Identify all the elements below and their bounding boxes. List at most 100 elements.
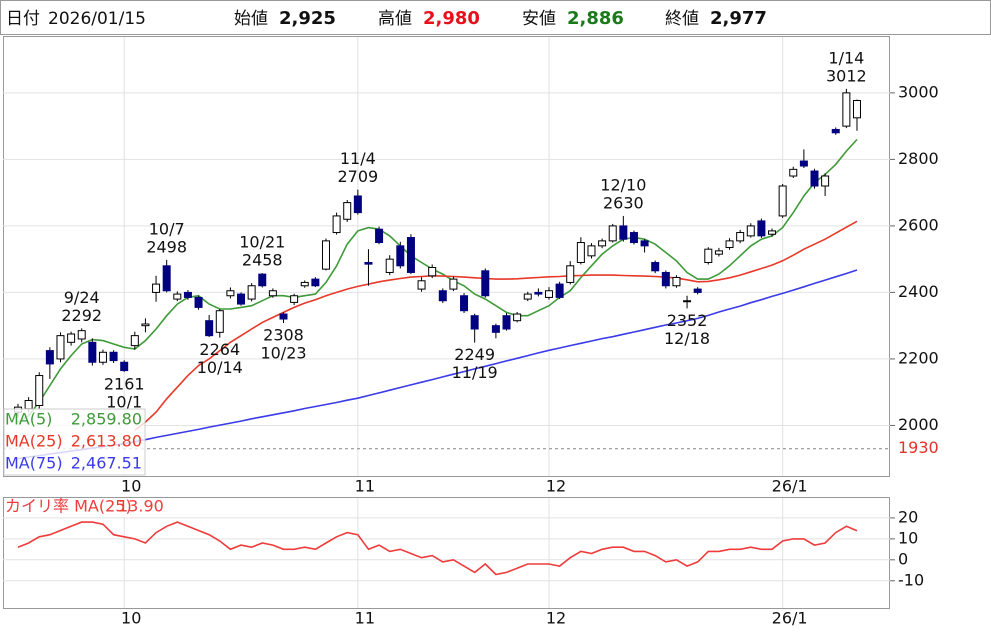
series-line — [17, 138, 858, 423]
candle-body — [438, 290, 447, 302]
y-tick-label: 2000 — [898, 415, 939, 434]
candle-body — [460, 295, 469, 312]
x-tick-label: 11 — [355, 609, 375, 628]
y-tick-label: 0 — [898, 549, 908, 568]
x-tick-label: 10 — [121, 477, 141, 496]
legend-name: MA(75) — [5, 454, 63, 473]
x-tick-label: 26/1 — [772, 609, 808, 628]
y-tick-label: 2200 — [898, 348, 939, 367]
candle-body — [45, 350, 54, 365]
annotation-date: 10/7 — [149, 219, 185, 238]
candle-body — [481, 270, 490, 297]
annotation-date: 9/24 — [64, 288, 100, 307]
header-high: 2,980 — [423, 8, 480, 29]
candle-body — [778, 185, 787, 217]
candle-body — [300, 281, 309, 287]
candle-body — [736, 232, 745, 242]
candle-body — [162, 265, 171, 292]
candle-body — [141, 323, 150, 327]
legend-name: MA(5) — [5, 410, 52, 429]
annotation-value: 2630 — [603, 193, 644, 212]
legend-box — [4, 498, 178, 517]
candle-body — [98, 351, 107, 363]
annotation-date: 11/4 — [340, 149, 376, 168]
candle-body — [576, 242, 585, 263]
annotation-date: 10/23 — [260, 344, 306, 363]
header-date-label: 日付 — [6, 9, 40, 29]
candle-body — [385, 258, 394, 273]
candle-body — [343, 202, 352, 220]
candle-body — [608, 225, 617, 242]
candle-body — [799, 160, 808, 167]
candle-body — [417, 280, 426, 290]
legend-value: 13.90 — [118, 497, 164, 516]
candle-body — [364, 261, 373, 265]
candle-body — [831, 128, 840, 134]
candle-body — [375, 228, 384, 244]
legend-value: 2,467.51 — [71, 454, 142, 473]
candle-body — [24, 400, 33, 410]
annotation-value: 2161 — [104, 374, 145, 393]
candle-body — [321, 240, 330, 270]
y-tick-label: 2800 — [898, 149, 939, 168]
candle-body — [268, 290, 277, 297]
candle-body — [332, 215, 341, 234]
header-low: 2,886 — [567, 8, 624, 29]
candle-body — [130, 335, 139, 347]
candle-body — [56, 335, 65, 360]
candle-body — [205, 320, 214, 337]
candle-body — [672, 276, 681, 287]
candle-body — [406, 237, 415, 273]
candle-body — [821, 175, 830, 187]
legend-value: 2,613.80 — [71, 432, 142, 451]
candle-body — [109, 351, 118, 362]
annotation-value: 3012 — [826, 66, 867, 85]
candle-body — [789, 168, 798, 177]
header-high-label: 高値 — [378, 9, 412, 29]
main-frame — [3, 36, 890, 477]
candle-body — [502, 315, 511, 330]
legend-value: 2,859.80 — [71, 410, 142, 429]
annotation-value: 2264 — [199, 340, 240, 359]
y-tick-label: 2600 — [898, 215, 939, 234]
candle-body — [311, 278, 320, 287]
y-tick-label: 2400 — [898, 282, 939, 301]
x-tick-label: 26/1 — [772, 477, 808, 496]
annotation-date: 11/19 — [452, 363, 498, 382]
candle-body — [545, 290, 553, 298]
annotation-value: 2458 — [242, 251, 283, 270]
x-tick-label: 12 — [546, 609, 566, 628]
annotation-value: 2249 — [454, 345, 495, 364]
candle-body — [683, 300, 692, 303]
candle-body — [183, 291, 192, 298]
candle-body — [534, 291, 543, 295]
header-date: 2026/01/15 — [48, 9, 146, 29]
annotation-value: 2308 — [263, 326, 304, 345]
header-close-label: 終値 — [665, 9, 699, 29]
candle-body — [226, 290, 235, 297]
candle-body — [693, 288, 702, 293]
candle-body — [566, 265, 575, 283]
candle-body — [661, 271, 670, 287]
x-tick-label: 12 — [546, 477, 566, 496]
y-tick-label: 3000 — [898, 82, 939, 101]
reference-label: 1930 — [898, 438, 939, 457]
candle-body — [237, 293, 246, 305]
candle-body — [842, 92, 851, 127]
candle-body — [746, 225, 755, 237]
annotation-date: 12/18 — [664, 329, 710, 348]
candle-body — [587, 245, 596, 257]
candle-body — [77, 330, 86, 340]
candle-body — [258, 273, 267, 287]
annotation-date: 10/21 — [239, 233, 285, 252]
candle-body — [152, 283, 161, 293]
candle-body — [67, 333, 76, 343]
annotation-date: 10/14 — [197, 358, 243, 377]
candle-body — [290, 295, 299, 303]
candle-body — [651, 261, 660, 272]
candle-body — [629, 232, 638, 244]
candle-body — [173, 293, 182, 300]
series-line — [17, 269, 858, 460]
